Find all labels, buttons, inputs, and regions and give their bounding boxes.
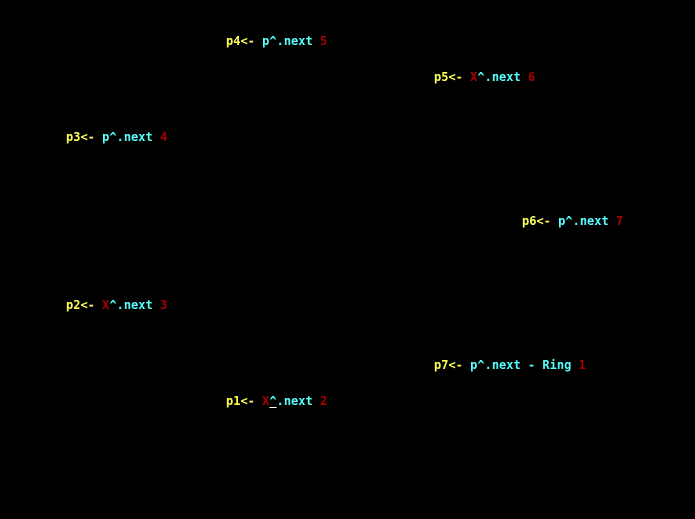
assign-arrow: <- <box>240 394 263 408</box>
pointer-label: p7 <box>434 358 449 372</box>
assign-arrow: <- <box>80 298 103 312</box>
source-pointer: p <box>102 130 110 144</box>
node-index: 3 <box>159 298 168 312</box>
next-expression: ^.next <box>565 214 609 228</box>
node-index: 4 <box>159 130 168 144</box>
x-marker: X <box>470 70 478 84</box>
node-index: 7 <box>615 214 624 228</box>
pointer-label: p2 <box>66 298 81 312</box>
ring-line-p5: p5<- X^.next 6 <box>434 70 535 84</box>
next-expression: ^.next <box>269 34 313 48</box>
x-marker: X <box>262 394 270 408</box>
node-index: 1 <box>578 358 586 372</box>
next-expression: .next <box>276 394 313 408</box>
source-pointer: p <box>470 358 478 372</box>
ring-line-p7: p7<- p^.next - Ring 1 <box>434 358 586 372</box>
pointer-label: p6 <box>522 214 537 228</box>
source-pointer: p <box>558 214 566 228</box>
node-index: 6 <box>527 70 536 84</box>
next-expression: ^.next <box>109 298 153 312</box>
ring-line-p1: p1<- X^.next 2 <box>226 394 327 408</box>
text-cursor: ^ <box>269 394 277 408</box>
x-marker: X <box>102 298 110 312</box>
pointer-label: p5 <box>434 70 449 84</box>
assign-arrow: <- <box>448 358 471 372</box>
next-expression: ^.next - Ring <box>477 358 572 372</box>
node-index: 2 <box>319 394 328 408</box>
assign-arrow: <- <box>80 130 103 144</box>
assign-arrow: <- <box>536 214 559 228</box>
source-pointer: p <box>262 34 270 48</box>
ring-line-p2: p2<- X^.next 3 <box>66 298 167 312</box>
pointer-label: p3 <box>66 130 81 144</box>
assign-arrow: <- <box>448 70 471 84</box>
ring-line-p3: p3<- p^.next 4 <box>66 130 167 144</box>
ring-line-p4: p4<- p^.next 5 <box>226 34 327 48</box>
pointer-label: p4 <box>226 34 241 48</box>
ring-line-p6: p6<- p^.next 7 <box>522 214 623 228</box>
assign-arrow: <- <box>240 34 263 48</box>
node-index: 5 <box>319 34 328 48</box>
next-expression: ^.next <box>477 70 521 84</box>
next-expression: ^.next <box>109 130 153 144</box>
pointer-label: p1 <box>226 394 241 408</box>
